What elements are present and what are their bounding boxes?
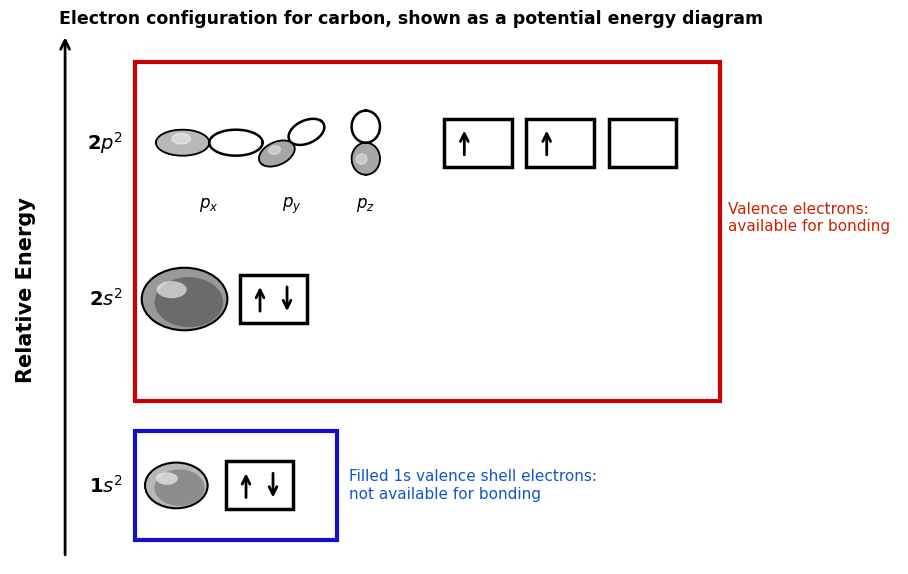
Ellipse shape: [154, 470, 204, 506]
Polygon shape: [351, 111, 380, 143]
Polygon shape: [356, 154, 367, 164]
Polygon shape: [172, 134, 191, 144]
Polygon shape: [269, 146, 281, 154]
Ellipse shape: [157, 281, 187, 298]
Text: 2$p^2$: 2$p^2$: [86, 130, 123, 156]
Ellipse shape: [145, 463, 208, 508]
Text: Filled 1s valence shell electrons:
not available for bonding: Filled 1s valence shell electrons: not a…: [350, 469, 597, 502]
Bar: [444, 119, 511, 166]
Polygon shape: [209, 130, 262, 156]
Bar: [240, 275, 307, 323]
Text: 2$s^2$: 2$s^2$: [89, 288, 123, 310]
Bar: [527, 119, 594, 166]
Text: $p_z$: $p_z$: [356, 196, 375, 214]
Text: $p_y$: $p_y$: [281, 196, 301, 216]
Polygon shape: [289, 119, 324, 145]
Bar: [135, 61, 720, 401]
Text: Valence electrons:
available for bonding: Valence electrons: available for bonding: [728, 201, 891, 234]
Polygon shape: [259, 141, 295, 166]
Text: 1$s^2$: 1$s^2$: [89, 475, 123, 497]
Ellipse shape: [156, 472, 178, 485]
Text: Relative Energy: Relative Energy: [15, 197, 35, 383]
Polygon shape: [156, 130, 209, 156]
Ellipse shape: [154, 277, 223, 327]
Bar: [135, 431, 337, 540]
Text: Electron configuration for carbon, shown as a potential energy diagram: Electron configuration for carbon, shown…: [59, 10, 763, 28]
Bar: [226, 461, 293, 510]
Polygon shape: [351, 143, 380, 174]
Text: $p_x$: $p_x$: [200, 196, 219, 214]
Bar: [609, 119, 676, 166]
Ellipse shape: [142, 267, 227, 330]
